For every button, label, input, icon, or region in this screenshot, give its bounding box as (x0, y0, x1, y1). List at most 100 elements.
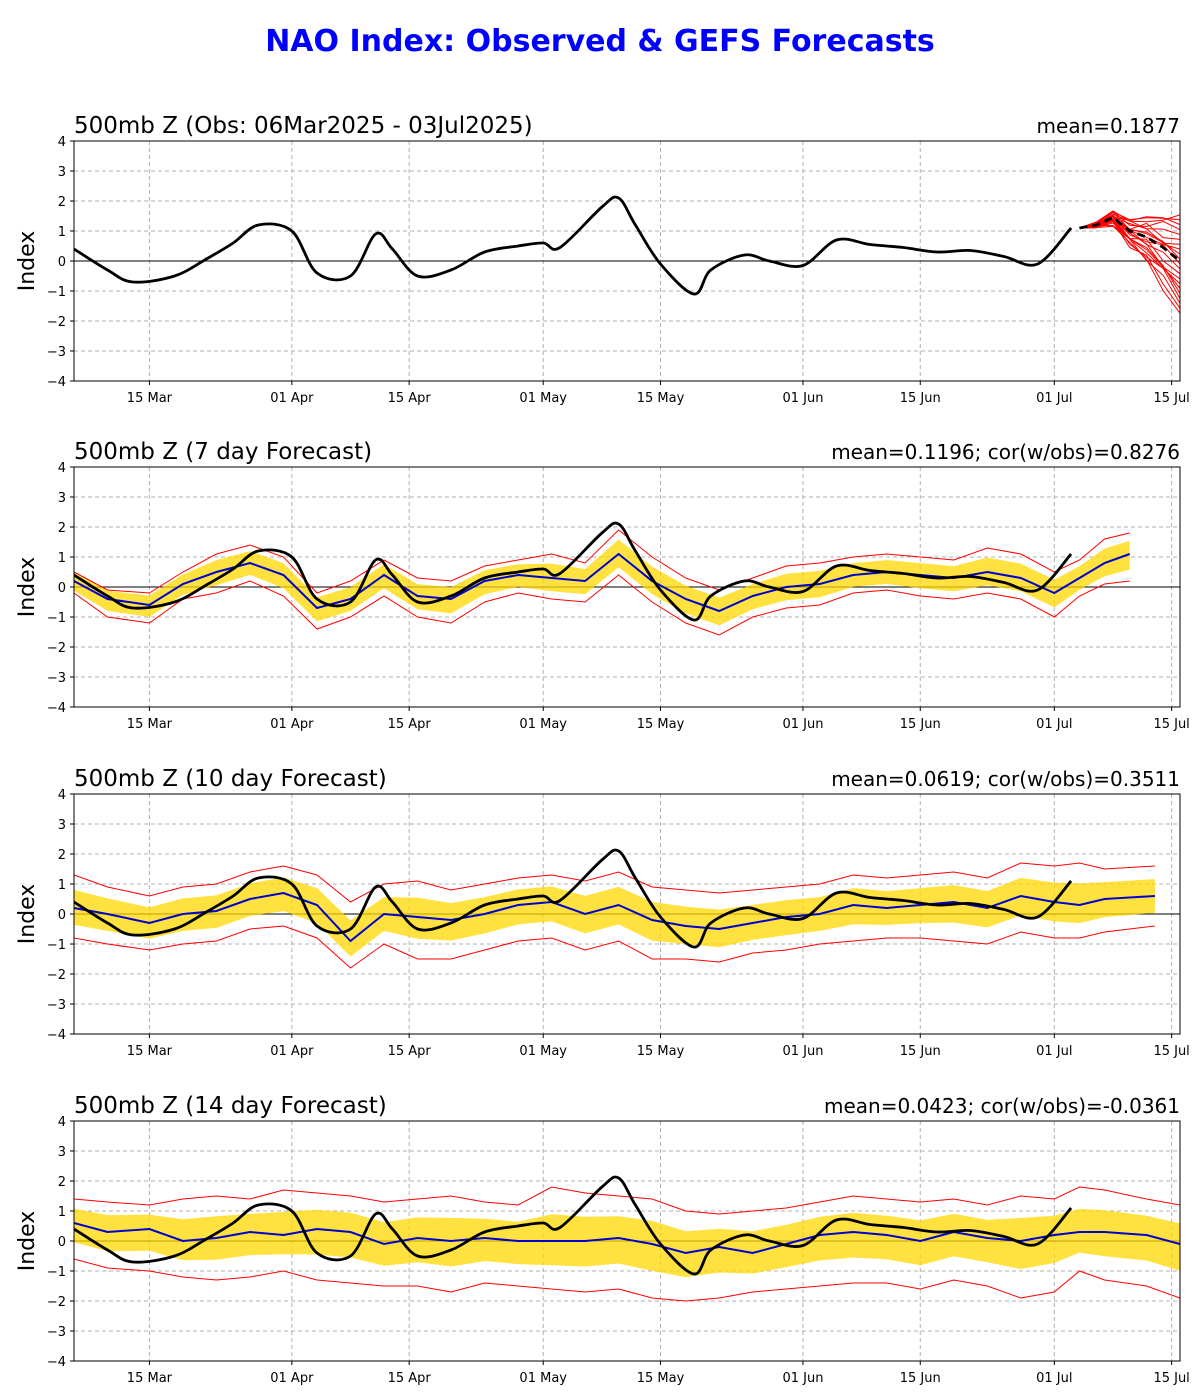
x-tick-label: 01 Apr (270, 1044, 314, 1059)
x-tick-label: 15 Jul (1153, 1044, 1189, 1059)
spread-band (74, 1208, 1180, 1278)
y-tick-label: −3 (47, 998, 66, 1013)
y-tick-label: 4 (58, 788, 66, 803)
y-axis-label: Index (15, 231, 40, 292)
observed-line (74, 1175, 1073, 1276)
x-tick-label: 15 Jun (900, 391, 941, 406)
x-tick-label: 01 Jul (1036, 717, 1072, 732)
x-tick-label: 01 May (519, 391, 567, 406)
x-tick-label: 15 Jul (1153, 717, 1189, 732)
y-tick-label: 2 (58, 1175, 66, 1190)
x-tick-label: 15 Jun (900, 1044, 941, 1059)
panel-stat: mean=0.0423; cor(w/obs)=-0.0361 (824, 1094, 1180, 1118)
x-tick-label: 15 Apr (388, 717, 432, 732)
ensemble-member-line (1079, 224, 1180, 304)
y-tick-label: −2 (47, 315, 66, 330)
forecast-mean-dashed-line (1079, 215, 1180, 263)
x-tick-label: 01 Jun (782, 1371, 823, 1386)
axes-frame (73, 140, 1181, 382)
y-tick-label: −2 (47, 641, 66, 656)
y-tick-label: 2 (58, 521, 66, 536)
axes-frame (73, 466, 1181, 708)
y-tick-label: −1 (47, 1265, 66, 1280)
x-tick-label: 01 May (519, 1371, 567, 1386)
y-tick-label: 0 (58, 908, 66, 923)
x-tick-label: 15 Apr (388, 1371, 432, 1386)
x-tick-label: 01 Jun (782, 717, 823, 732)
x-tick-label: 15 Mar (127, 1044, 173, 1059)
y-tick-label: 3 (58, 491, 66, 506)
panel-2: 500mb Z (7 day Forecast) mean=0.1196; cor… (15, 439, 1190, 732)
x-tick-label: 01 Jun (782, 391, 823, 406)
lower-bound-line (74, 1258, 1180, 1302)
ensemble-member-line (1079, 222, 1180, 294)
x-tick-label: 15 Apr (388, 1044, 432, 1059)
y-tick-label: 1 (58, 225, 66, 240)
axes-frame (73, 793, 1181, 1035)
y-tick-label: 2 (58, 848, 66, 863)
ensemble-mean-line (74, 891, 1155, 943)
y-tick-label: −2 (47, 1295, 66, 1310)
ensemble-mean-line (74, 552, 1131, 613)
ensemble-member-line (1079, 210, 1180, 229)
panel-title: 500mb Z (7 day Forecast) (74, 439, 372, 465)
observed-line (74, 195, 1073, 296)
x-tick-label: 01 May (519, 1044, 567, 1059)
panel-title: 500mb Z (10 day Forecast) (74, 766, 387, 792)
x-tick-label: 01 Jun (782, 1044, 823, 1059)
y-tick-label: −4 (47, 1355, 66, 1370)
y-tick-label: 0 (58, 255, 66, 270)
y-tick-label: 0 (58, 581, 66, 596)
y-tick-label: −4 (47, 1028, 66, 1043)
panel-1: 500mb Z (Obs: 06Mar2025 - 03Jul2025) mean… (15, 113, 1190, 406)
x-tick-label: 01 Apr (270, 717, 314, 732)
y-tick-label: 4 (58, 461, 66, 476)
x-tick-label: 15 Mar (127, 717, 173, 732)
y-axis-label: Index (15, 1211, 40, 1272)
x-tick-label: 15 Jun (900, 1371, 941, 1386)
y-tick-label: 2 (58, 195, 66, 210)
panel-stat: mean=0.1877 (1037, 114, 1180, 138)
x-tick-label: 15 Jul (1153, 1371, 1189, 1386)
x-tick-label: 01 May (519, 717, 567, 732)
y-axis-label: Index (15, 884, 40, 945)
y-tick-label: 4 (58, 1115, 66, 1130)
y-tick-label: −3 (47, 671, 66, 686)
x-tick-label: 01 Jul (1036, 1371, 1072, 1386)
panel-title: 500mb Z (14 day Forecast) (74, 1093, 387, 1119)
panel-3: 500mb Z (10 day Forecast) mean=0.0619; co… (15, 766, 1190, 1059)
y-tick-label: −1 (47, 938, 66, 953)
x-tick-label: 01 Jul (1036, 1044, 1072, 1059)
upper-bound-line (74, 862, 1155, 903)
panel-stat: mean=0.0619; cor(w/obs)=0.3511 (831, 767, 1180, 791)
y-tick-label: −3 (47, 345, 66, 360)
ensemble-member-line (1079, 211, 1180, 229)
y-tick-label: 1 (58, 878, 66, 893)
y-tick-label: 4 (58, 135, 66, 150)
plot-area (74, 195, 1180, 314)
panel-4: 500mb Z (14 day Forecast) mean=0.0423; co… (15, 1093, 1190, 1386)
x-tick-label: 01 Apr (270, 391, 314, 406)
spread-band (74, 877, 1155, 957)
panel-stat: mean=0.1196; cor(w/obs)=0.8276 (831, 440, 1180, 464)
y-tick-label: −3 (47, 1325, 66, 1340)
x-tick-label: 15 May (637, 1371, 685, 1386)
y-tick-label: −1 (47, 285, 66, 300)
x-tick-label: 15 Mar (127, 391, 173, 406)
y-axis-label: Index (15, 557, 40, 618)
y-tick-label: 3 (58, 818, 66, 833)
upper-bound-line (74, 529, 1130, 594)
y-tick-label: −2 (47, 968, 66, 983)
panel-title: 500mb Z (Obs: 06Mar2025 - 03Jul2025) (74, 113, 533, 139)
lower-bound-line (74, 574, 1130, 636)
y-tick-label: −4 (47, 701, 66, 716)
plot-area (74, 848, 1155, 969)
x-tick-label: 15 Jul (1153, 391, 1189, 406)
lower-bound-line (74, 925, 1155, 969)
x-tick-label: 01 Jul (1036, 391, 1072, 406)
y-tick-label: −1 (47, 611, 66, 626)
x-tick-label: 15 May (637, 717, 685, 732)
plot-area (74, 1175, 1180, 1302)
y-tick-label: 0 (58, 1235, 66, 1250)
